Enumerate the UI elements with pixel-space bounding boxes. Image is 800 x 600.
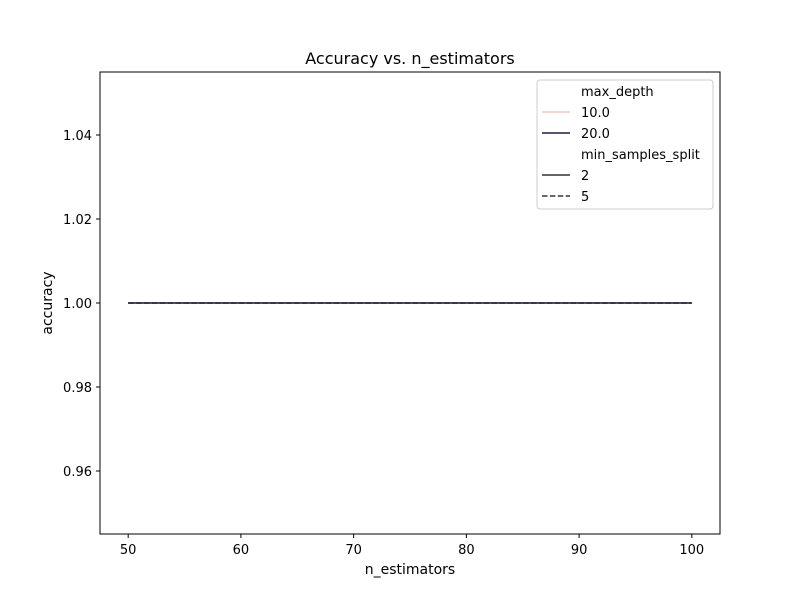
- legend-label: 2: [581, 169, 589, 184]
- x-tick-label: 60: [233, 543, 250, 558]
- x-tick-label: 80: [458, 543, 475, 558]
- legend-title-max-depth: max_depth: [581, 85, 654, 100]
- y-tick-label: 1.04: [63, 129, 92, 144]
- y-axis-label: accuracy: [40, 271, 56, 334]
- legend: max_depth 10.0 20.0 min_samples_split 2 5: [536, 79, 714, 210]
- plot-area: 50 60 70 80 90 100 0.96 0.98 1.00 1.02 1.04: [63, 71, 721, 558]
- legend-label: 10.0: [581, 106, 610, 121]
- legend-entry-max-depth: 10.0: [542, 106, 610, 121]
- y-tick-label: 0.98: [63, 381, 92, 396]
- x-axis-label: n_estimators: [365, 562, 455, 578]
- legend-label: 20.0: [581, 127, 610, 142]
- legend-entry-min-samples-split: 2: [542, 169, 589, 184]
- y-tick-label: 0.96: [63, 465, 92, 480]
- y-tick-label: 1.02: [63, 213, 92, 228]
- y-tick-label: 1.00: [63, 297, 92, 312]
- legend-entry-min-samples-split: 5: [542, 190, 589, 205]
- legend-entry-max-depth: 20.0: [542, 127, 610, 142]
- x-tick-label: 90: [571, 543, 588, 558]
- legend-box: [536, 79, 714, 210]
- legend-label: 5: [581, 190, 589, 205]
- legend-title-min-samples-split: min_samples_split: [581, 148, 700, 163]
- x-tick-label: 70: [345, 543, 362, 558]
- chart-title: Accuracy vs. n_estimators: [305, 49, 515, 69]
- x-tick-label: 100: [679, 543, 704, 558]
- x-tick-label: 50: [120, 543, 137, 558]
